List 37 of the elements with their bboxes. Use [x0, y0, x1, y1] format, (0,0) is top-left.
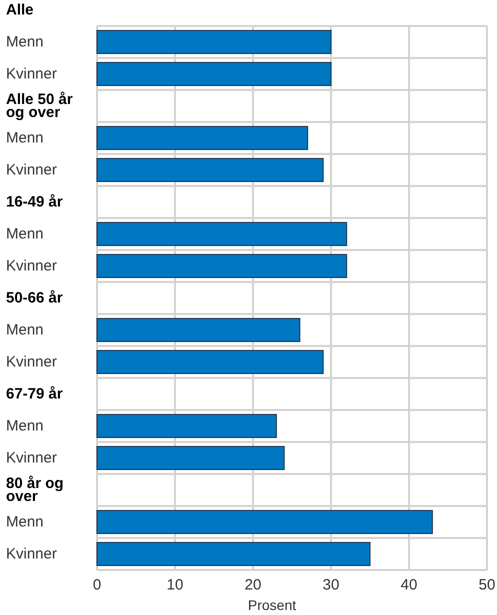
bar: [96, 126, 308, 150]
bar: [96, 62, 332, 86]
bar: [96, 414, 277, 438]
x-tick-label: 50: [478, 576, 496, 594]
y-tick-label: Alle 50 år og over: [6, 91, 73, 121]
x-tick-label: 40: [400, 576, 418, 594]
x-tick-label: 10: [166, 576, 184, 594]
y-tick-label: Kvinner: [6, 258, 57, 274]
y-tick-label: Kvinner: [6, 450, 57, 466]
y-tick-label: Menn: [6, 34, 44, 50]
x-tick-label: 30: [322, 576, 340, 594]
bar: [96, 350, 324, 374]
bar: [96, 318, 300, 342]
y-tick-label: Alle: [6, 2, 34, 18]
y-tick-label: 16-49 år: [6, 194, 63, 210]
y-tick-label: Kvinner: [6, 354, 57, 370]
y-tick-label: Menn: [6, 226, 44, 242]
y-tick-label: Kvinner: [6, 66, 57, 82]
bar: [96, 30, 332, 54]
bar: [96, 158, 324, 182]
bar: [96, 510, 433, 534]
x-tick-label: 20: [244, 576, 262, 594]
y-tick-label: Menn: [6, 130, 44, 146]
x-tick-label: 0: [92, 576, 102, 594]
y-tick-label: Menn: [6, 514, 44, 530]
bar: [96, 542, 370, 566]
y-tick-label: Menn: [6, 322, 44, 338]
y-tick-label: Menn: [6, 418, 44, 434]
y-tick-label: Kvinner: [6, 546, 57, 562]
y-tick-label: 67-79 år: [6, 386, 63, 402]
y-tick-label: 80 år og over: [6, 475, 64, 505]
bar: [96, 222, 348, 246]
bar: [96, 254, 348, 278]
y-tick-label: 50-66 år: [6, 290, 63, 306]
y-tick-label: Kvinner: [6, 162, 57, 178]
x-axis-title: Prosent: [248, 597, 296, 613]
bar: [96, 446, 285, 470]
